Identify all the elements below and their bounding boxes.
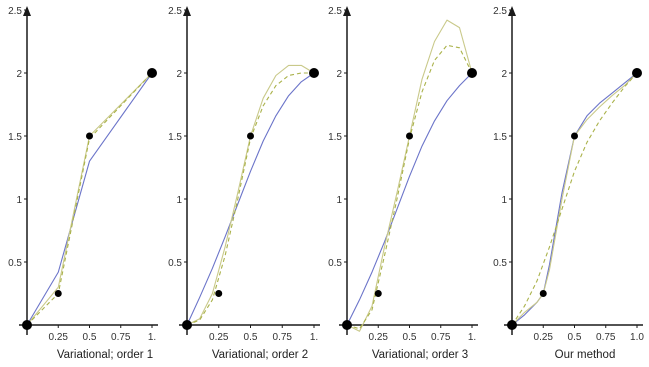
chart-panel-1: 0.5 1 1.5 2 2.5 0.25 0.5 0.75 1. Variational; ord… <box>8 6 158 361</box>
y-tick-label: 0.5 <box>168 258 182 269</box>
x-tick-label: 0.5 <box>244 332 258 343</box>
panel-caption: Our method <box>555 349 616 361</box>
x-tick-label: 1. <box>310 332 318 343</box>
data-point <box>215 290 223 297</box>
x-tick-label: 0.5 <box>83 332 97 343</box>
x-tick-label: 0.5 <box>568 332 582 343</box>
chart-panel-3: 0.5 1 1.5 2 2.5 0.25 0.5 0.75 1.Variational; ord… <box>328 6 478 361</box>
data-point <box>632 68 642 78</box>
y-tick-label: 1 <box>336 195 342 206</box>
y-tick-label: 2 <box>16 69 22 80</box>
y-tick-label: 0.5 <box>8 258 22 269</box>
x-tick-label: 0.25 <box>49 332 69 343</box>
x-tick-label: 1.0 <box>630 332 644 343</box>
y-tick-label: 2.5 <box>8 6 22 17</box>
y-tick-label: 1 <box>501 195 507 206</box>
y-tick-label: 1.5 <box>328 132 342 143</box>
chart-panel-4: 0.5 1 1.5 2 2.5 0.25 0.5 0.75 1.0 Our method <box>493 6 644 361</box>
y-tick-label: 1.5 <box>8 132 22 143</box>
y-axis-arrow <box>508 6 516 16</box>
data-point <box>309 68 319 78</box>
y-tick-label: 1 <box>176 195 182 206</box>
series-line-3 <box>26 72 153 326</box>
y-axis-arrow <box>23 6 31 16</box>
y-tick-label: 2 <box>176 69 182 80</box>
data-point <box>22 320 32 330</box>
panel-caption: Variational; order 1 <box>57 349 153 361</box>
data-point <box>507 320 517 330</box>
chart-panel-2: 0.5 1 1.5 2 2.5 0.25 0.5 0.75 1.Variational; ord… <box>168 6 320 361</box>
data-point <box>342 320 352 330</box>
data-point <box>539 290 547 297</box>
x-tick-label: 0.5 <box>403 332 417 343</box>
y-tick-label: 2.5 <box>168 6 182 17</box>
y-tick-label: 2 <box>336 69 342 80</box>
series-line-1 <box>26 72 153 326</box>
y-tick-label: 2.5 <box>328 6 342 17</box>
series-line-2 <box>511 72 638 326</box>
panel-caption: Variational; order 2 <box>212 349 308 361</box>
series-line-3 <box>186 72 314 326</box>
y-tick-label: 0.5 <box>493 258 507 269</box>
y-tick-label: 1.5 <box>493 132 507 143</box>
x-tick-label: 1. <box>468 332 476 343</box>
x-tick-label: 0.75 <box>273 332 293 343</box>
y-axis-arrow <box>183 6 191 16</box>
data-point <box>247 132 254 140</box>
y-tick-label: 2.5 <box>493 6 507 17</box>
y-axis-arrow <box>343 6 351 16</box>
data-point <box>54 290 62 297</box>
x-tick-label: 0.25 <box>209 332 229 343</box>
y-tick-label: 1 <box>16 195 22 206</box>
y-tick-label: 0.5 <box>328 258 342 269</box>
x-tick-label: 0.25 <box>369 332 389 343</box>
panel-caption: Variational; order 3 <box>372 349 468 361</box>
x-tick-label: 0.75 <box>596 332 616 343</box>
series-line-2 <box>186 64 315 326</box>
x-tick-label: 1. <box>148 332 156 343</box>
data-point <box>374 290 382 297</box>
data-point <box>147 68 157 78</box>
x-tick-label: 0.75 <box>111 332 131 343</box>
series-line-1 <box>346 72 473 326</box>
data-point <box>406 132 413 140</box>
data-point <box>571 132 578 140</box>
x-tick-label: 0.75 <box>431 332 451 343</box>
series-line-3 <box>511 72 638 326</box>
y-tick-label: 2 <box>501 69 507 80</box>
series-line-1 <box>186 72 315 326</box>
data-point <box>467 68 477 78</box>
x-tick-label: 0.25 <box>534 332 554 343</box>
series-line-2 <box>26 72 153 326</box>
data-point <box>86 132 93 140</box>
series-line-1 <box>511 72 638 326</box>
y-tick-label: 1.5 <box>168 132 182 143</box>
data-point <box>182 320 192 330</box>
